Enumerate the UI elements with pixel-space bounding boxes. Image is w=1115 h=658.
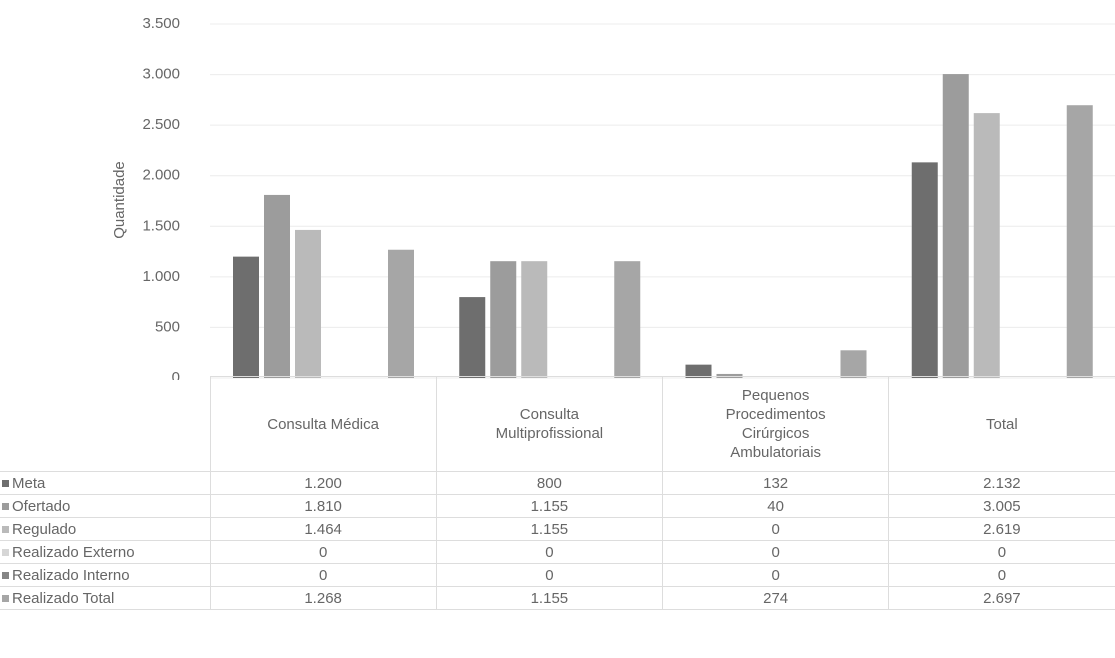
legend-label: Realizado Externo (12, 543, 135, 561)
value-cell: 1.155 (435, 517, 664, 541)
y-tick-label: 3.000 (142, 66, 180, 83)
value-cell: 0 (661, 540, 890, 564)
bar (521, 261, 548, 378)
bar (716, 373, 743, 378)
bar (942, 74, 969, 379)
y-tick-label: 1.500 (142, 217, 180, 234)
legend-cell: Realizado Interno (0, 563, 211, 587)
x-tick-label: Consulta Médica (267, 415, 379, 433)
value-cell: 2.619 (888, 517, 1115, 541)
value-cell: 40 (661, 494, 890, 518)
bar (264, 194, 290, 378)
category-cell: Total (888, 376, 1115, 472)
legend-swatch (2, 525, 9, 533)
value-cell: 0 (435, 563, 664, 587)
bar (1066, 105, 1093, 378)
value-cell: 1.464 (209, 517, 437, 541)
bar (295, 229, 321, 378)
y-tick-label: 2.500 (142, 116, 180, 133)
legend-label: Ofertado (12, 497, 71, 515)
value-cell: 1.155 (435, 494, 664, 518)
legend-cell: Regulado (0, 517, 211, 541)
legend-label: Realizado Interno (12, 566, 130, 584)
legend-swatch (2, 479, 9, 487)
bar (388, 249, 414, 378)
bar (911, 162, 938, 378)
legend-label: Meta (12, 474, 46, 492)
legend-swatch (2, 502, 9, 510)
legend-swatch (2, 548, 9, 556)
y-tick-label: 500 (155, 318, 180, 335)
bar (490, 261, 517, 378)
value-cell: 274 (661, 586, 890, 610)
y-tick-label: 3.500 (142, 15, 180, 32)
legend-label: Realizado Total (12, 589, 115, 607)
bar (614, 261, 641, 378)
bar (840, 350, 867, 378)
y-tick-label: 2.000 (142, 167, 180, 184)
category-cell: Consulta Médica (209, 376, 437, 472)
table-row: Ofertado 1.810 1.155 40 3.005 (0, 494, 1115, 518)
value-cell: 0 (888, 563, 1115, 587)
chart: Quantidade 0 500 1.000 1.500 2.000 2.500 3.000… (111, 15, 1115, 380)
value-cell: 0 (888, 540, 1115, 564)
category-cell: Pequenos Procedimentos Cirúrgicos Ambula… (661, 376, 890, 472)
table-row: Realizado Total 1.268 1.155 274 2.697 (0, 586, 1115, 610)
value-cell: 132 (661, 471, 890, 495)
table-row: Realizado Externo 0 0 0 0 (0, 540, 1115, 564)
y-tick-label: 0 (172, 369, 180, 380)
x-tick-label: Pequenos Procedimentos Cirúrgicos Ambula… (725, 387, 826, 461)
value-cell: 0 (661, 517, 890, 541)
value-cell: 2.132 (888, 471, 1115, 495)
value-cell: 1.810 (209, 494, 437, 518)
value-cell: 1.200 (209, 471, 437, 495)
value-cell: 0 (209, 563, 437, 587)
value-cell: 0 (435, 540, 664, 564)
x-tick-label: Total (986, 415, 1018, 433)
value-cell: 2.697 (888, 586, 1115, 610)
y-axis-title: Quantidade (111, 161, 128, 239)
legend-cell: Realizado Externo (0, 540, 211, 564)
legend-cell: Realizado Total (0, 586, 211, 610)
value-cell: 0 (209, 540, 437, 564)
bar (685, 364, 712, 378)
legend-label: Regulado (12, 520, 77, 538)
value-cell: 0 (661, 563, 890, 587)
legend-cell: Meta (0, 471, 211, 495)
legend-swatch (2, 594, 9, 602)
value-cell: 3.005 (888, 494, 1115, 518)
bar (459, 297, 486, 378)
value-cell: 1.155 (435, 586, 664, 610)
table-header-row: Consulta Médica Consulta Multiprofissiona… (0, 376, 1115, 472)
data-table: Consulta Médica Consulta Multiprofissiona… (0, 376, 1115, 610)
legend-swatch (2, 571, 9, 579)
value-cell: 1.268 (209, 586, 437, 610)
table-row: Meta 1.200 800 132 2.132 (0, 471, 1115, 495)
legend-cell: Ofertado (0, 494, 211, 518)
table-row: Regulado 1.464 1.155 0 2.619 (0, 517, 1115, 541)
category-cell: Consulta Multiprofissional (435, 376, 664, 472)
bar (233, 256, 259, 378)
bar (973, 113, 1000, 378)
table-corner (0, 376, 211, 472)
value-cell: 800 (435, 471, 664, 495)
table-row: Realizado Interno 0 0 0 0 (0, 563, 1115, 587)
y-tick-label: 1.000 (142, 268, 180, 285)
x-tick-label: Consulta Multiprofissional (495, 406, 604, 442)
